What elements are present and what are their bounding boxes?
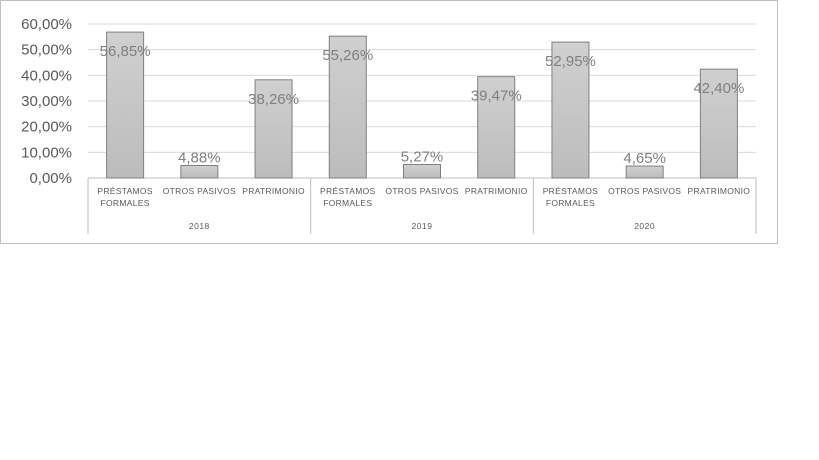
y-tick-label: 50,00% <box>21 42 72 59</box>
bar <box>477 76 516 179</box>
x-category-label: PRÉSTAMOS <box>320 186 375 196</box>
x-category-label: OTROS PASIVOS <box>608 186 681 196</box>
data-label: 39,47% <box>471 88 522 105</box>
bar <box>699 68 738 179</box>
x-category-label: PRATRIMONIO <box>465 186 528 196</box>
y-tick-label: 30,00% <box>21 93 72 110</box>
data-label: 56,85% <box>100 43 151 60</box>
x-group-label: 2018 <box>189 221 210 231</box>
data-label: 4,65% <box>623 150 666 167</box>
x-category-label: PRÉSTAMOS <box>543 186 598 196</box>
data-label: 42,40% <box>693 80 744 97</box>
x-category-label: OTROS PASIVOS <box>385 186 458 196</box>
x-category-label: PRATRIMONIO <box>242 186 305 196</box>
data-label: 52,95% <box>545 53 596 70</box>
data-label: 55,26% <box>322 47 373 64</box>
y-tick-label: 10,00% <box>21 144 72 161</box>
x-category-label: PRÉSTAMOS <box>97 186 152 196</box>
bar <box>254 79 293 179</box>
bar <box>403 163 441 179</box>
x-category-label: FORMALES <box>101 198 150 208</box>
x-group-label: 2019 <box>412 221 433 231</box>
y-tick-label: 0,00% <box>29 170 72 187</box>
bar <box>551 41 590 179</box>
bar <box>106 31 145 179</box>
x-category-label: PRATRIMONIO <box>688 186 751 196</box>
bar <box>625 165 664 179</box>
x-category-label: OTROS PASIVOS <box>163 186 236 196</box>
bar <box>180 164 219 179</box>
x-group-label: 2020 <box>634 221 655 231</box>
y-tick-label: 40,00% <box>21 67 72 84</box>
y-tick-label: 20,00% <box>21 119 72 136</box>
bar <box>328 35 367 179</box>
x-category-label: FORMALES <box>546 198 595 208</box>
data-label: 5,27% <box>401 148 444 165</box>
data-label: 38,26% <box>248 91 299 108</box>
y-tick-label: 60,00% <box>21 16 72 33</box>
data-label: 4,88% <box>178 149 221 166</box>
x-category-label: FORMALES <box>323 198 372 208</box>
